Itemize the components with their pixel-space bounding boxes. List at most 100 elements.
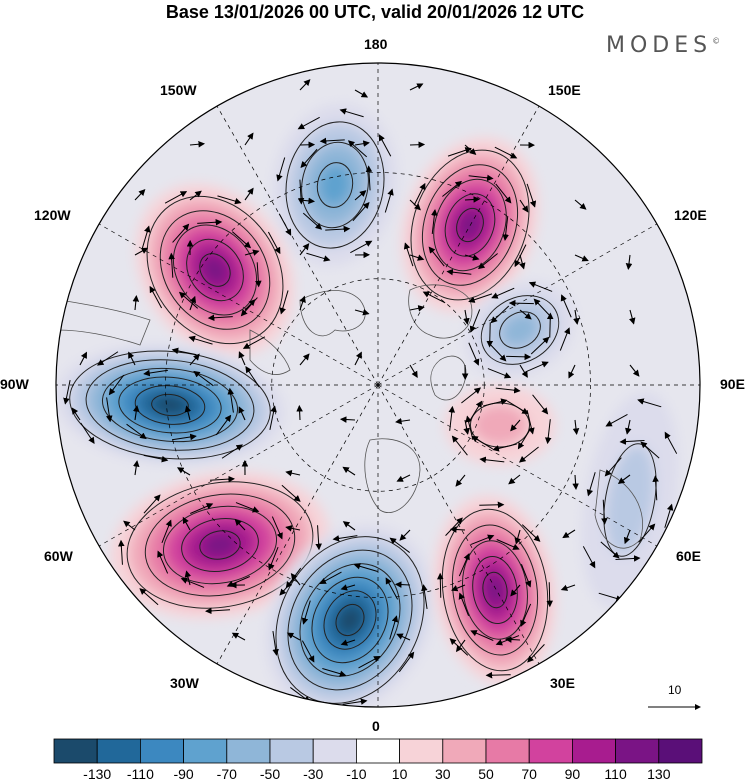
wind-arrow [528,281,537,288]
wind-arrow [491,292,499,299]
wind-arrow [541,361,549,368]
reference-vector-label: 10 [668,683,682,697]
wind-arrow [560,584,576,591]
wind-arrow [502,233,509,242]
wind-arrow [238,351,246,366]
colorbar-tick-label: -90 [173,766,194,782]
wind-arrow [347,140,356,148]
lon-label-150e: 150E [548,82,581,98]
wind-arrow [422,291,431,298]
streamline [548,582,551,603]
wind-arrow [362,201,370,210]
wind-arrow [389,537,397,545]
meridian-line [216,105,379,386]
wind-arrow [473,358,480,366]
colorbar-tick-label: 110 [604,766,627,782]
map-title: Base 13/01/2026 00 UTC, valid 20/01/2026… [165,2,585,22]
wind-arrow [409,364,418,378]
wind-arrow [499,354,507,362]
coastlines [57,284,643,549]
colorbar-swatch [269,738,314,764]
wind-arrow [184,570,192,586]
wind-arrow [128,351,136,366]
wind-arrow [285,228,292,236]
wind-arrow [189,140,206,148]
streamline [506,355,527,358]
wind-arrow [245,366,252,374]
wind-arrow [293,495,301,502]
wind-arrow [279,307,286,315]
wind-arrow [143,369,151,377]
wind-arrow [666,503,674,511]
wind-arrow [373,655,381,663]
wind-arrow [276,532,283,540]
wind-arrow [399,529,411,541]
wind-arrow [189,295,197,311]
wind-arrow [299,295,306,311]
wind-arrow [451,584,466,592]
wind-arrow [171,347,179,355]
wind-arrow [242,342,251,349]
wind-arrow [468,296,476,303]
wind-arrow [132,405,140,421]
wind-arrow [664,431,671,440]
colorbar-tick-label: 50 [478,766,494,782]
wind-arrow [519,364,528,378]
colorbar-tick-label: -50 [259,766,281,782]
wind-arrow [308,655,315,663]
wind-arrow [455,474,466,487]
wind-arrow [243,241,252,249]
wind-arrow [354,140,370,147]
lon-label-150w: 150W [160,82,197,98]
wind-arrow [589,560,596,569]
wind-arrow [296,404,303,421]
wind-arrow [108,387,116,396]
wind-arrow [139,588,147,595]
wind-arrow [455,517,463,525]
wind-arrow [528,427,535,435]
wind-arrow [182,516,191,531]
colorbar-tick-label: -70 [216,766,237,782]
streamline [490,674,511,676]
wind-arrow [573,309,580,325]
wind-arrow [454,180,463,188]
colorbar-swatch [96,738,141,764]
wind-arrow [177,467,191,476]
wind-arrow [409,254,425,261]
wind-arrow [517,442,525,450]
wind-arrow [465,415,472,423]
wind-arrow [244,187,254,201]
wind-arrow [378,134,385,142]
wind-arrow [504,636,521,643]
wind-arrow [464,254,480,261]
lon-label-180: 180 [364,36,388,52]
parallel-circle [271,278,485,492]
meridian-line [377,223,658,386]
wind-arrow [574,199,587,210]
coastline [57,299,151,346]
wind-arrow [149,285,156,294]
wind-arrow [360,698,368,705]
wind-arrow [134,189,146,201]
wind-arrow [339,416,356,423]
wind-arrow [612,551,620,559]
wind-arrow [79,351,87,366]
positive-anomaly-center [445,385,555,465]
coastline [364,438,421,513]
wind-arrow [227,387,234,395]
wind-arrow [354,89,369,98]
wind-arrow [409,199,421,211]
wind-arrow [463,309,470,325]
wind-arrow [514,529,521,545]
wind-arrow [617,474,631,485]
colorbar-swatch [615,738,660,764]
wind-arrow [572,474,579,491]
meridian-line [377,105,540,386]
wind-arrow [513,386,521,394]
wind-arrow [184,405,192,421]
wind-arrow [387,188,394,196]
wind-arrow [525,580,532,588]
wind-arrow [640,441,648,449]
wind-arrow [521,407,529,415]
wind-arrow [544,437,552,445]
